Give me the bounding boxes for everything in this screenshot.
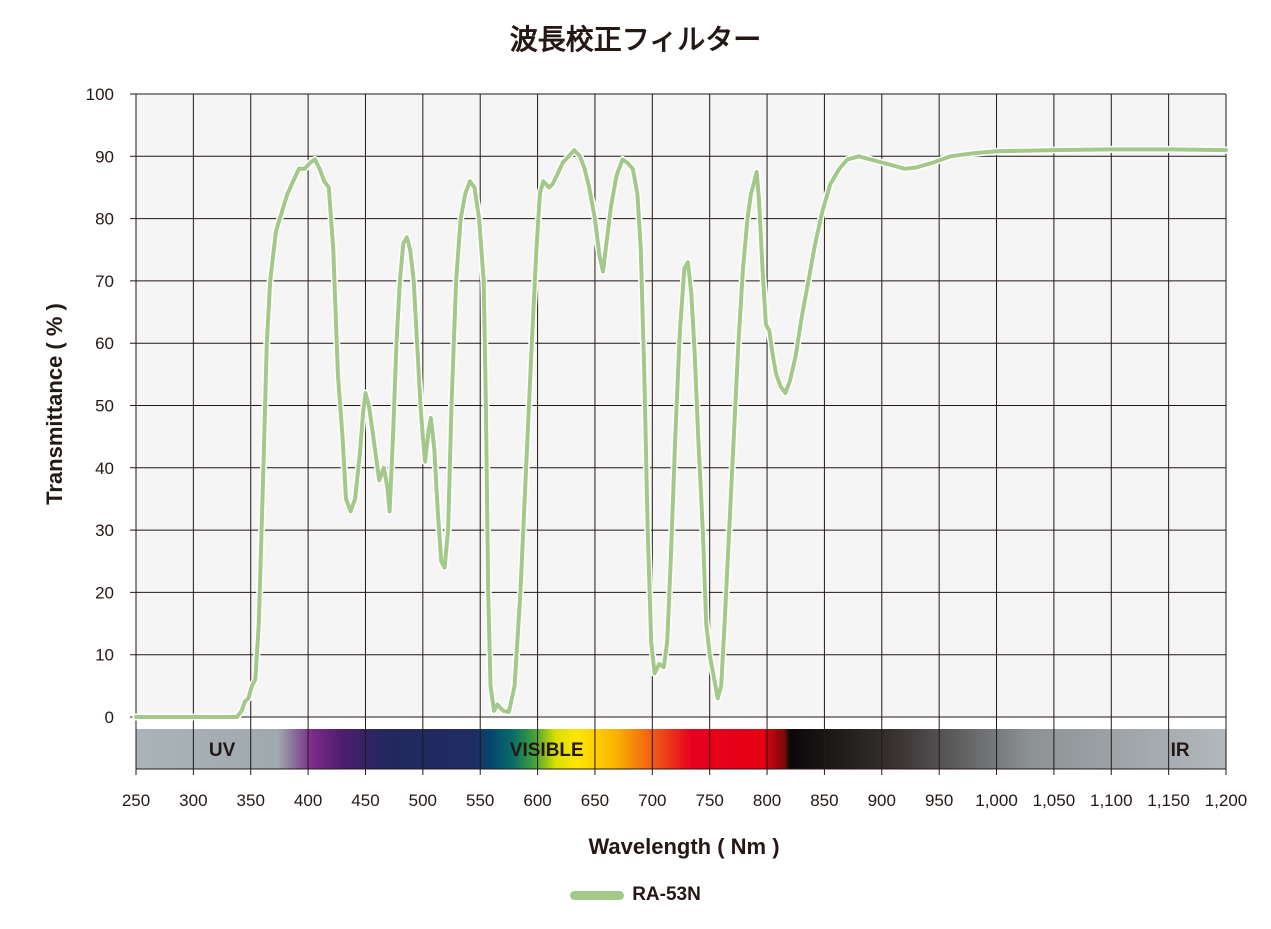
y-tick-label: 20 <box>95 583 114 602</box>
y-tick-label: 50 <box>95 397 114 416</box>
y-tick-label: 30 <box>95 521 114 540</box>
x-tick-label: 850 <box>810 791 838 810</box>
x-tick-label: 700 <box>638 791 666 810</box>
y-tick-label: 40 <box>95 459 114 478</box>
x-tick-label: 900 <box>868 791 896 810</box>
spectrum-band-labels: UV VISIBLE IR <box>209 740 1190 761</box>
x-tick-label: 250 <box>122 791 150 810</box>
x-tick-label: 450 <box>351 791 379 810</box>
x-tick-labels: 250 300 350 400 450 500 550 600 650 700 750 800 850 9… <box>122 791 1247 810</box>
x-tick-label: 400 <box>294 791 322 810</box>
x-tick-label: 800 <box>753 791 781 810</box>
legend-label: RA-53N <box>632 884 701 905</box>
x-tick-label: 950 <box>925 791 953 810</box>
x-tick-label: 1,150 <box>1147 791 1190 810</box>
x-tick-label: 550 <box>466 791 494 810</box>
series-lines <box>132 145 1230 721</box>
x-tick-label: 1,200 <box>1205 791 1248 810</box>
y-tick-label: 10 <box>95 646 114 665</box>
grid-lines <box>130 93 1227 775</box>
series-line <box>134 147 1228 719</box>
y-axis-title: Transmittance ( % ) <box>42 303 67 505</box>
x-tick-label: 1,050 <box>1033 791 1076 810</box>
y-tick-label: 60 <box>95 334 114 353</box>
x-axis-title: Wavelength ( Nm ) <box>588 834 779 859</box>
y-tick-label: 80 <box>95 210 114 229</box>
x-tick-label: 350 <box>237 791 265 810</box>
legend-swatch <box>570 890 625 900</box>
y-tick-label: 70 <box>95 272 114 291</box>
y-tick-labels: 0 10 20 30 40 50 60 70 80 90 100 <box>86 85 114 727</box>
x-tick-label: 500 <box>409 791 437 810</box>
x-tick-label: 600 <box>523 791 551 810</box>
legend: RA-53N <box>0 884 1271 906</box>
band-label: UV <box>209 740 236 761</box>
x-tick-label: 300 <box>179 791 207 810</box>
x-tick-label: 750 <box>695 791 723 810</box>
chart-title: 波長校正フィルター <box>509 23 762 56</box>
x-tick-label: 1,100 <box>1090 791 1133 810</box>
y-tick-label: 0 <box>105 708 114 727</box>
y-tick-label: 90 <box>95 147 114 166</box>
band-label: VISIBLE <box>510 740 584 761</box>
y-tick-label: 100 <box>86 85 114 104</box>
x-tick-label: 650 <box>581 791 609 810</box>
spectrum-band <box>136 729 1226 769</box>
band-label: IR <box>1171 740 1190 761</box>
x-tick-label: 1,000 <box>975 791 1018 810</box>
